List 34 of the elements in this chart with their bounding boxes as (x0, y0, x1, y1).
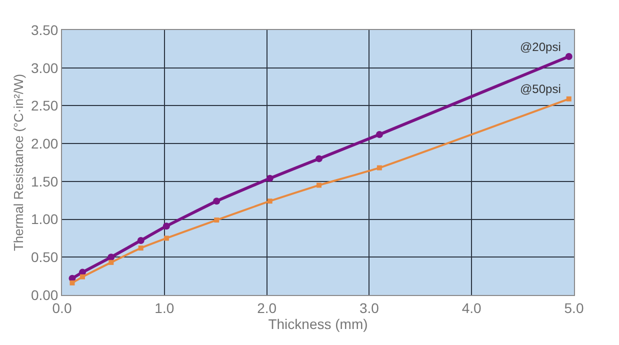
x-tick-label: 4.0 (462, 300, 482, 316)
point (137, 236, 144, 244)
point (376, 165, 382, 170)
series-label: @20psi (520, 40, 561, 54)
point (566, 96, 572, 102)
point (316, 182, 322, 188)
point (162, 222, 170, 230)
point (213, 198, 220, 205)
x-tick-label: 1.0 (154, 300, 174, 316)
y-axis-title: Thermal Resistance (°C·in²/W) (10, 74, 26, 252)
y-tick-label: 1.50 (30, 173, 58, 190)
y-tick-label: 1.00 (30, 211, 58, 228)
point (376, 130, 383, 138)
series-label: @50psi (520, 82, 561, 96)
point (267, 198, 272, 204)
y-tick-label: 2.50 (30, 98, 58, 114)
point (565, 53, 572, 60)
point (108, 254, 115, 261)
point (108, 260, 114, 265)
point (266, 174, 274, 182)
y-tick-label: 2.00 (30, 135, 58, 152)
x-tick-label: 2.0 (257, 300, 277, 316)
point (80, 274, 85, 280)
x-tick-label: 5.0 (564, 300, 584, 316)
point (138, 246, 144, 251)
point (164, 236, 169, 241)
point (316, 155, 323, 162)
y-tick-label: 3.50 (30, 22, 58, 38)
point (214, 218, 220, 223)
x-tick-label: 3.0 (359, 300, 380, 316)
y-tick-label: 0.50 (30, 249, 58, 266)
x-axis-title: Thickness (mm) (268, 316, 368, 332)
y-tick-label: 3.00 (30, 60, 58, 76)
point (70, 280, 75, 286)
